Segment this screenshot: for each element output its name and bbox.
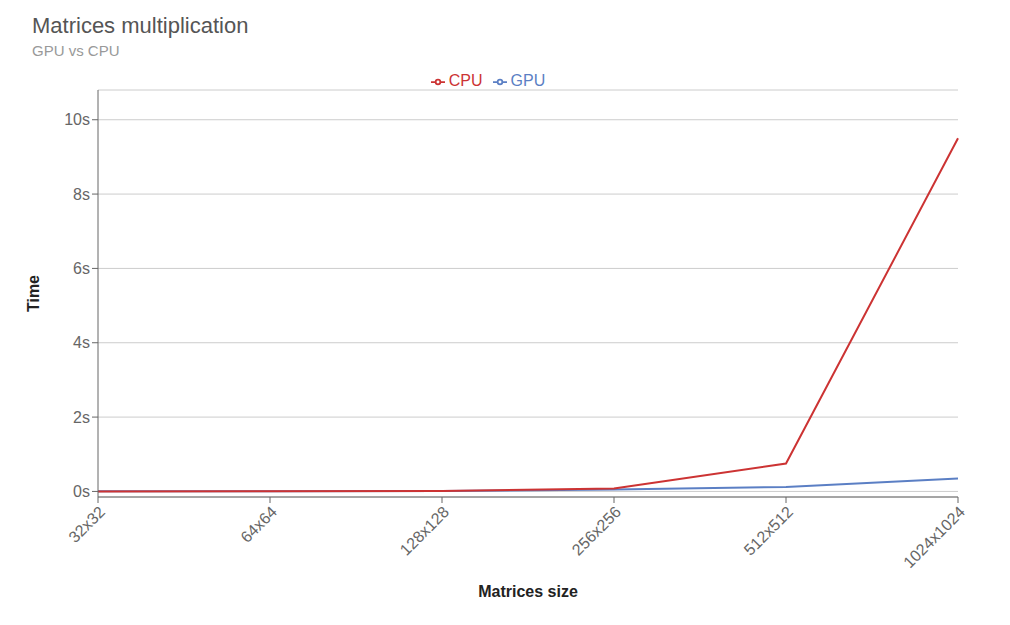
svg-text:10s: 10s: [64, 111, 90, 128]
html-text:GPU vs CPU: GPU vs CPU: [32, 42, 120, 59]
svg-text:4s: 4s: [73, 334, 90, 351]
svg-text:2s: 2s: [73, 409, 90, 426]
html-text:CPU: CPU: [448, 72, 483, 89]
svg-text:256x256: 256x256: [569, 503, 625, 559]
svg-text:64x64: 64x64: [237, 503, 280, 546]
html-text:Matrices multiplication: Matrices multiplication: [32, 13, 249, 38]
html-text:GPU: GPU: [510, 72, 546, 89]
svg-text:0s: 0s: [73, 483, 90, 500]
svg-text:6s: 6s: [73, 260, 90, 277]
svg-text:Time: Time: [25, 275, 42, 312]
svg-text:1024x1024: 1024x1024: [900, 503, 968, 571]
svg-text:128x128: 128x128: [397, 503, 453, 559]
svg-text:Matrices size: Matrices size: [478, 583, 578, 600]
svg-text:32x32: 32x32: [65, 503, 108, 546]
svg-text:8s: 8s: [73, 186, 90, 203]
svg-text:512x512: 512x512: [741, 503, 797, 559]
